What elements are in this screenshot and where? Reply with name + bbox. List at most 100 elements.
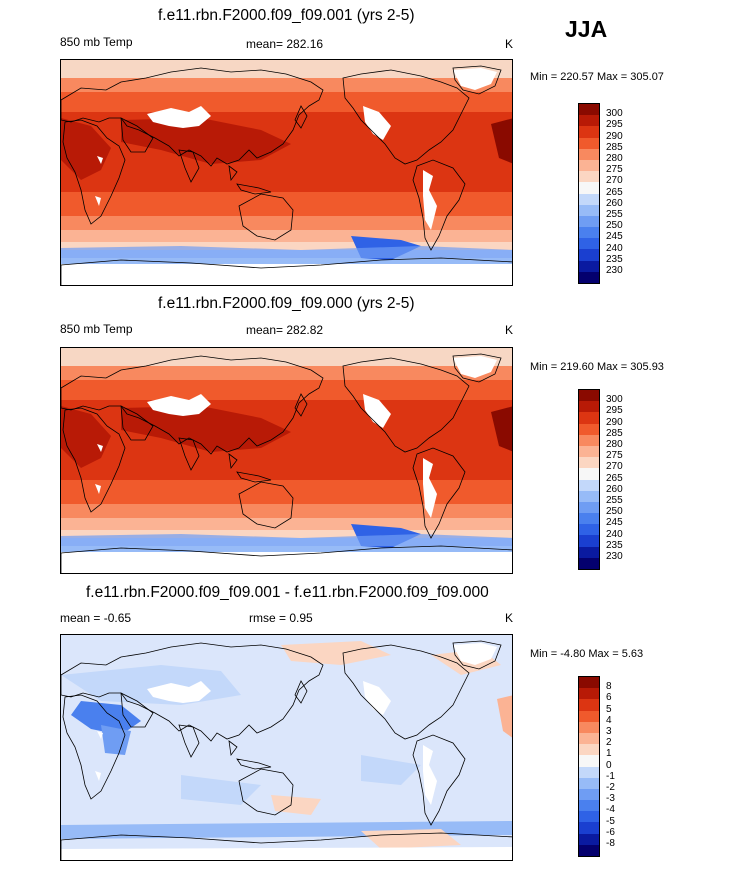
coastline	[412, 447, 466, 539]
colorbar-cell	[579, 445, 599, 458]
colorbar-tick-label: 2	[606, 737, 612, 749]
coastline	[238, 481, 294, 529]
colorbar-cell	[579, 271, 599, 283]
minmax-label: Min = 220.57 Max = 305.07	[530, 71, 664, 83]
colorbar-cell	[579, 513, 599, 525]
mean-label: mean= 282.82	[246, 323, 324, 337]
colorbar-tick-label: -2	[606, 782, 615, 793]
coastline	[294, 680, 308, 704]
temperature-band	[61, 546, 512, 552]
temperature-band	[61, 216, 512, 230]
colorbar-cell	[579, 490, 599, 502]
colorbar-cell	[579, 699, 599, 711]
coastline	[228, 165, 238, 182]
colorbar-cell	[579, 535, 599, 547]
colorbar-cell	[579, 732, 599, 745]
colorbar-tick-label: 255	[606, 495, 623, 506]
coastline	[62, 119, 126, 225]
colorbar-cell	[579, 721, 599, 733]
coastline	[61, 67, 324, 167]
colorbar-tick-label: 285	[606, 141, 623, 153]
colorbar-cell	[579, 401, 599, 413]
coastline	[236, 758, 272, 770]
mean-label: mean= 282.16	[246, 37, 324, 51]
colorbar-cell	[579, 115, 599, 127]
colorbar-tick-label: 230	[606, 265, 623, 276]
difference-region	[61, 847, 512, 860]
colorbar-cell	[579, 423, 599, 435]
colorbar-cell	[579, 238, 599, 250]
temperature-band	[61, 380, 512, 400]
coastline	[178, 149, 200, 183]
temperature-band	[61, 192, 512, 216]
map-svg	[61, 60, 512, 285]
hot-region	[491, 406, 512, 452]
coastline	[120, 692, 154, 728]
coastline	[62, 694, 126, 800]
colorbar-tick-label: 245	[606, 517, 623, 529]
map-plot	[60, 59, 513, 286]
panel-title: f.e11.rbn.F2000.f09_f09.001 (yrs 2-5)	[158, 7, 415, 24]
missing-data-region	[97, 444, 103, 452]
colorbar-tick-label: -3	[606, 793, 615, 805]
colorbar-tick-label: -6	[606, 826, 615, 838]
colorbar-tick-label: 265	[606, 186, 623, 198]
colorbar-tick-label: 260	[606, 483, 623, 495]
difference-region	[497, 695, 512, 738]
colorbar-cell	[579, 193, 599, 205]
colorbar-cell	[579, 688, 599, 700]
colorbar-cell	[579, 227, 599, 239]
difference-region	[71, 701, 141, 735]
coastline	[238, 768, 294, 816]
coastline	[452, 640, 502, 670]
colorbar-tick-label: 250	[606, 506, 623, 518]
coastline	[342, 69, 470, 165]
coastline	[120, 117, 154, 153]
colorbar-cell	[579, 524, 599, 536]
temperature-band	[61, 78, 512, 92]
coastline	[120, 405, 154, 441]
colorbar-tick-label: 235	[606, 539, 623, 551]
colorbar-cell	[579, 126, 599, 138]
panel-title: f.e11.rbn.F2000.f09_f09.001 - f.e11.rbn.…	[86, 584, 489, 601]
colorbar-tick-label: 6	[606, 692, 612, 704]
colorbar-tick-label: 5	[606, 703, 612, 715]
colorbar-cell	[579, 777, 599, 789]
temperature-band	[61, 552, 512, 573]
colorbar-tick-label: -5	[606, 815, 615, 827]
colorbar-cell	[579, 457, 599, 469]
colorbar-cell	[579, 412, 599, 424]
missing-data-region	[423, 745, 437, 805]
coastline	[412, 734, 466, 826]
colorbar-cell	[579, 479, 599, 491]
colorbar-cell	[579, 755, 599, 767]
cold-region	[61, 534, 512, 546]
colorbar-cell	[579, 215, 599, 228]
panel-title: f.e11.rbn.F2000.f09_f09.000 (yrs 2-5)	[158, 295, 415, 312]
coastline	[228, 453, 238, 470]
coastline	[178, 437, 200, 471]
missing-data-region	[95, 196, 101, 206]
colorbar-tick-label: 270	[606, 461, 623, 473]
temperature-band	[61, 518, 512, 530]
colorbar-tick-label: -4	[606, 804, 615, 816]
temperature-band	[61, 366, 512, 380]
colorbar-tick-label: 290	[606, 416, 623, 428]
missing-data-region	[147, 106, 211, 128]
hot-region	[121, 406, 291, 452]
colorbar-cell	[579, 822, 599, 834]
variable-label: 850 mb Temp	[60, 35, 133, 49]
colorbar	[578, 103, 600, 284]
missing-data-region	[147, 681, 211, 703]
colorbar-tick-label: 300	[606, 394, 623, 406]
colorbar-tick-label: -8	[606, 838, 615, 849]
colorbar-tick-label: 245	[606, 231, 623, 243]
colorbar-tick-label: 260	[606, 197, 623, 209]
colorbar-tick-label: 4	[606, 714, 612, 726]
colorbar-tick-label: 290	[606, 130, 623, 142]
colorbar-cell	[579, 171, 599, 183]
colorbar-cell	[579, 800, 599, 812]
colorbar-cell	[579, 434, 599, 446]
units-label: K	[505, 37, 514, 51]
missing-data-region	[453, 68, 497, 90]
